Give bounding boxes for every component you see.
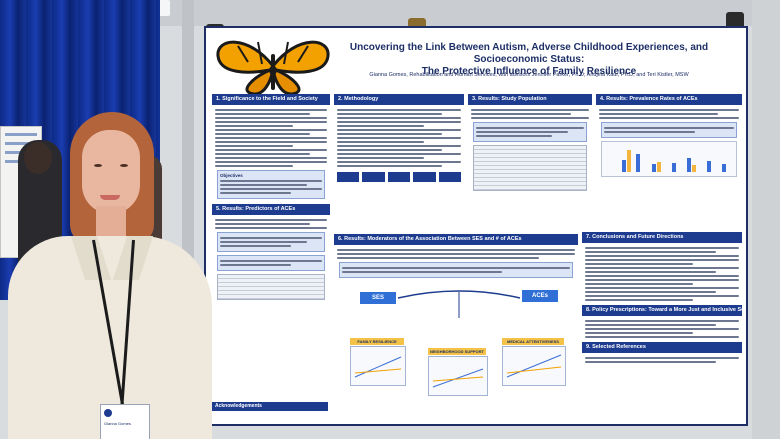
moderator-plot bbox=[428, 356, 488, 396]
poster-column-3: 3. Results: Study Population bbox=[468, 94, 592, 196]
section-body bbox=[468, 105, 592, 196]
poster-stand-right bbox=[752, 0, 780, 439]
section-heading: 6. Results: Moderators of the Associatio… bbox=[334, 234, 578, 245]
research-poster: Uncovering the Link Between Autism, Adve… bbox=[204, 26, 748, 426]
moderation-arrows bbox=[397, 290, 521, 318]
section-body bbox=[596, 105, 742, 182]
section-heading: 2. Methodology bbox=[334, 94, 464, 105]
name-badge: Gianna Gomes bbox=[100, 404, 150, 439]
section-heading: 4. Results: Prevalence Rates of ACEs bbox=[596, 94, 742, 105]
poster-header: Uncovering the Link Between Autism, Adve… bbox=[206, 28, 746, 96]
analysis-steps bbox=[337, 172, 462, 182]
poster-title-line-1: Uncovering the Link Between Autism, Adve… bbox=[349, 42, 709, 65]
ses-box: SES bbox=[360, 292, 396, 304]
section-body bbox=[582, 316, 742, 342]
results-table bbox=[217, 274, 325, 300]
binder-clip bbox=[726, 12, 744, 30]
moderator-plot bbox=[350, 346, 406, 386]
poster-title-line-2: The Protective Influence of Family Resil… bbox=[421, 66, 637, 77]
callout-box bbox=[601, 122, 737, 138]
objectives-box: Objectives bbox=[217, 170, 325, 199]
callout-box bbox=[217, 232, 325, 252]
section-heading: 1. Significance to the Field and Society bbox=[212, 94, 330, 105]
section-heading: 5. Results: Predictors of ACEs bbox=[212, 204, 330, 215]
section-heading: 9. Selected References bbox=[582, 342, 742, 353]
aces-box: ACEs bbox=[522, 290, 558, 302]
medical-attentiveness-tag: MEDICAL ATTENTIVENESS bbox=[502, 338, 564, 345]
section-body bbox=[334, 105, 464, 184]
monarch-butterfly-icon bbox=[216, 40, 330, 96]
section-heading: 3. Results: Study Population bbox=[468, 94, 592, 105]
callout-box bbox=[339, 262, 573, 278]
moderator-plot bbox=[502, 346, 566, 386]
section-heading: 8. Policy Prescriptions: Toward a More J… bbox=[582, 305, 742, 316]
section-heading: 7. Conclusions and Future Directions bbox=[582, 232, 742, 243]
badge-logo-icon bbox=[104, 409, 112, 417]
section-body bbox=[582, 243, 742, 305]
poster-authors: Gianna Gomes, Rehabilitation and Human S… bbox=[369, 72, 689, 78]
conclusions-column: 7. Conclusions and Future Directions 8. … bbox=[582, 232, 742, 367]
background-person-head bbox=[24, 142, 52, 174]
section-body bbox=[334, 245, 578, 283]
poster-column-1: 1. Significance to the Field and Society… bbox=[212, 94, 330, 305]
population-table bbox=[473, 145, 587, 191]
person-face bbox=[82, 130, 140, 214]
section-body bbox=[212, 215, 330, 305]
section-body bbox=[582, 353, 742, 367]
poster-title: Uncovering the Link Between Autism, Adve… bbox=[324, 42, 734, 78]
person-eye bbox=[120, 164, 128, 167]
person-smile bbox=[100, 195, 120, 200]
acknowledgements-heading: Acknowledgements bbox=[212, 402, 328, 411]
prevalence-bar-chart bbox=[601, 141, 737, 177]
person-eye bbox=[94, 164, 102, 167]
neighborhood-support-tag: NEIGHBORHOOD SUPPORT bbox=[428, 348, 486, 355]
callout-box bbox=[217, 255, 325, 271]
badge-name: Gianna Gomes bbox=[104, 421, 131, 426]
objectives-label: Objectives bbox=[220, 173, 243, 178]
moderators-section: 6. Results: Moderators of the Associatio… bbox=[334, 234, 578, 283]
section-body: Objectives bbox=[212, 105, 330, 204]
poster-column-4: 4. Results: Prevalence Rates of ACEs bbox=[596, 94, 742, 182]
poster-column-2: 2. Methodology bbox=[334, 94, 464, 184]
callout-box bbox=[473, 122, 587, 142]
family-resilience-tag: FAMILY RESILIENCE bbox=[350, 338, 404, 345]
